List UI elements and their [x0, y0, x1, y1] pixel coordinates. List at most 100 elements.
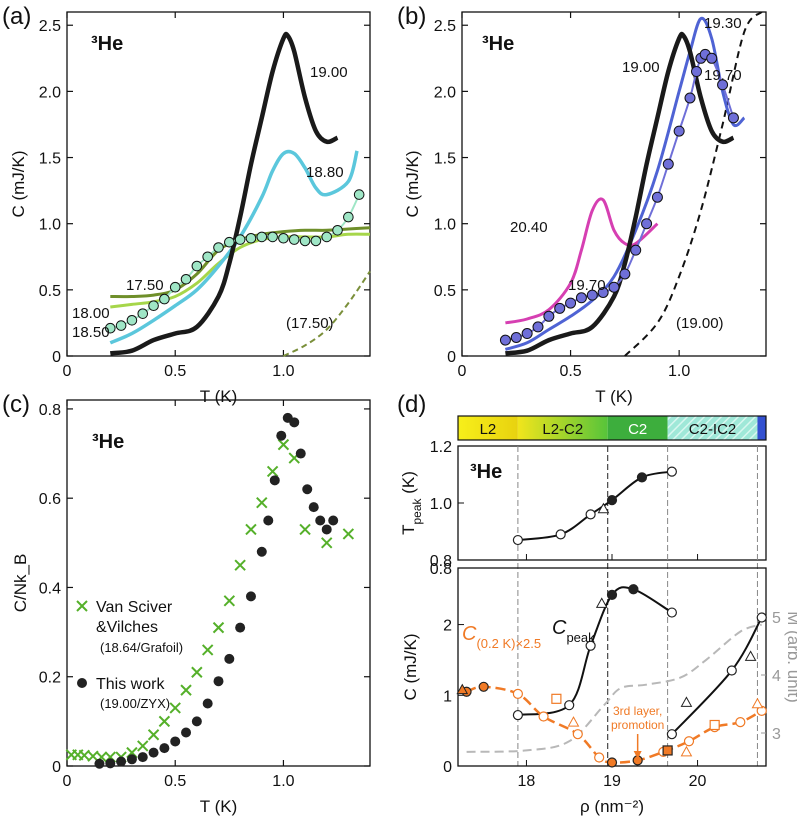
y-tick-label: 0.4 [39, 580, 61, 597]
data-point-this-work [170, 736, 181, 747]
data-point-this-work [295, 448, 306, 459]
data-point-this-work [315, 515, 326, 526]
data-point-18.50 [213, 242, 224, 253]
cpeak-point [756, 612, 767, 623]
data-point-18.50 [191, 260, 203, 272]
data-point-19.70 [554, 302, 566, 314]
data-point-19.70 [619, 268, 631, 280]
data-point-this-work [213, 676, 224, 687]
right-y-tick-label: 5 [772, 610, 781, 627]
tpeak-point [666, 466, 677, 477]
data-point-this-work [94, 758, 105, 769]
x-tick-label: 0 [63, 363, 72, 380]
label-20.40: 20.40 [510, 219, 548, 236]
c02-triangle [567, 716, 580, 727]
y-tick-label: 2 [443, 618, 452, 635]
data-point-this-work [159, 743, 170, 754]
data-point-van-sciver [137, 740, 149, 752]
label-19.00: 19.00 [310, 64, 348, 81]
c02-point [538, 711, 549, 722]
y-tick-label: 0.5 [434, 283, 456, 300]
y-tick-label: 1.0 [434, 217, 456, 234]
data-point-this-work [148, 747, 159, 758]
x-tick-label: 0.5 [164, 773, 186, 790]
data-point-this-work [269, 475, 280, 486]
data-point-19.70 [575, 292, 587, 304]
right-y-tick-label: 3 [772, 726, 781, 743]
phase-segment-c2 [607, 416, 668, 440]
data-point-this-work [328, 515, 339, 526]
data-point-van-sciver [223, 595, 236, 607]
series-19.00-fit [624, 11, 763, 357]
annotation-arrowhead [633, 751, 642, 759]
series-19.00 [109, 31, 339, 356]
label-18.80: 18.80 [306, 164, 344, 181]
data-point-this-work [263, 515, 274, 526]
data-point-19.70 [608, 281, 620, 293]
data-point-this-work [321, 524, 332, 535]
data-point-19.70 [684, 92, 696, 104]
data-point-this-work [276, 430, 287, 441]
c02-point [512, 688, 523, 699]
data-point-this-work [202, 698, 213, 709]
data-point-van-sciver [245, 523, 257, 536]
data-point-this-work [308, 502, 319, 513]
magnetization-curve [466, 623, 763, 753]
phase-bar-frame [457, 415, 767, 441]
tpeak-line [517, 470, 673, 541]
legend-this-work: This work [96, 676, 165, 693]
x-tick-label: 0 [63, 773, 72, 790]
data-point-van-sciver [147, 729, 160, 741]
data-point-18.50 [180, 273, 192, 285]
right-y-axis-label: M (arb. unit) [784, 611, 797, 703]
x-axis-label: T (K) [200, 387, 237, 406]
label-17.50-fit: (17.50) [286, 315, 334, 332]
tpeak-triangle [597, 502, 610, 514]
c02-point [606, 757, 618, 768]
y-tick-label: 1.5 [39, 151, 61, 168]
cpeak-point [606, 589, 618, 600]
y-tick-label: 0 [52, 759, 61, 776]
x-tick-label: 18 [518, 773, 536, 790]
data-point-18.50 [343, 211, 354, 223]
data-point-18.50 [169, 281, 181, 293]
cpeak-point [512, 709, 523, 721]
phase-label: L2-C2 [542, 421, 583, 438]
data-point-19.70 [641, 218, 653, 230]
x-tick-label: 1.0 [272, 363, 294, 380]
species-label: ³He [91, 33, 123, 55]
c02-triangle [680, 745, 693, 757]
phase-segment-c2-ic2 [667, 416, 758, 440]
panel-label: (c) [2, 391, 30, 418]
tpeak-point [636, 472, 648, 483]
data-point-19.70 [706, 52, 718, 64]
c02-square [662, 745, 673, 756]
x-tick-label: 19 [603, 773, 621, 790]
data-point-19.70 [586, 289, 598, 301]
data-point-this-work [105, 758, 116, 769]
data-point-19.70 [691, 66, 703, 78]
c02-point [594, 752, 605, 763]
data-point-18.50 [234, 234, 246, 245]
y-tick-label: 2.5 [39, 18, 61, 35]
data-point-19.70 [521, 328, 533, 340]
data-point-18.50 [159, 293, 170, 305]
y-tick-label: 2.0 [434, 84, 456, 101]
x-axis-label: T (K) [200, 797, 237, 816]
cpeak-line [517, 586, 673, 717]
panel-label: (d) [397, 391, 426, 418]
series-18.50-line [110, 194, 361, 330]
x-axis-label: ρ (nm⁻²) [580, 797, 644, 816]
phase-segment-l2-c2 [517, 416, 608, 440]
legend-vilches: &Vilches [96, 619, 158, 636]
y-axis-label: C (mJ/K) [403, 150, 422, 217]
y-tick-label: 0.8 [430, 553, 452, 570]
data-point-van-sciver [256, 496, 268, 509]
data-point-18.50 [353, 189, 365, 200]
c02-point [572, 729, 583, 740]
data-point-19.70 [597, 286, 609, 298]
series-18.80 [109, 149, 359, 345]
panel-a: (a) 0 0.5 1.0 0 0.5 1.0 1.5 2.0 2.5 ³He T (K) C (mJ/… [2, 3, 371, 406]
label-19.00-fit: (19.00) [676, 315, 724, 332]
